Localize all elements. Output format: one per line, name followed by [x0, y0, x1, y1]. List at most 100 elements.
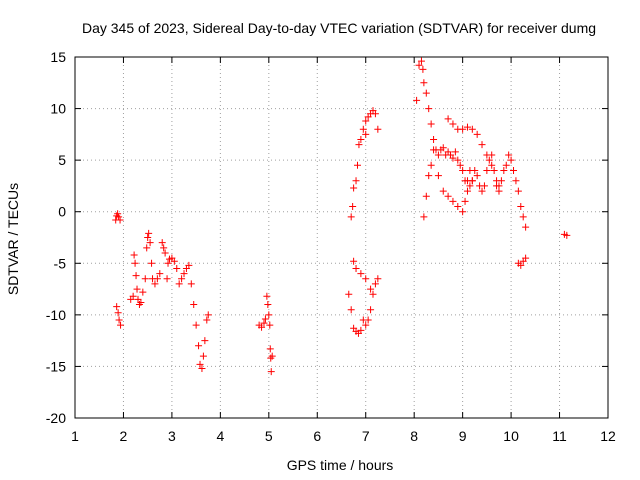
y-tick-label: -20 — [46, 410, 66, 426]
data-point — [260, 319, 268, 327]
data-point — [461, 197, 469, 205]
data-point — [178, 275, 186, 283]
x-tick-label: 3 — [168, 428, 176, 444]
data-point — [374, 275, 382, 283]
data-point — [130, 251, 138, 259]
data-point — [137, 298, 145, 306]
x-tick-label: 10 — [503, 428, 519, 444]
data-point — [160, 244, 168, 252]
data-point — [468, 125, 476, 133]
data-point — [439, 144, 447, 152]
data-point — [522, 254, 530, 262]
data-point — [519, 213, 527, 221]
data-point — [199, 352, 207, 360]
data-point — [367, 285, 375, 293]
data-point — [187, 280, 195, 288]
data-point — [459, 125, 467, 133]
data-point — [459, 166, 467, 174]
data-point — [268, 352, 276, 360]
data-point — [170, 257, 178, 265]
data-point — [114, 309, 122, 317]
data-point — [434, 151, 442, 159]
data-point — [195, 342, 203, 350]
data-point — [466, 182, 474, 190]
data-point — [115, 316, 123, 324]
x-tick-label: 11 — [552, 428, 567, 444]
data-point — [359, 125, 367, 133]
data-point — [350, 257, 358, 265]
data-point — [420, 79, 428, 87]
x-tick-label: 4 — [216, 428, 224, 444]
data-point — [500, 166, 508, 174]
data-point — [478, 141, 486, 149]
data-point — [139, 288, 147, 296]
y-tick-label: 10 — [50, 101, 66, 117]
x-tick-label: 12 — [600, 428, 616, 444]
data-point — [116, 216, 124, 224]
data-point — [185, 261, 193, 269]
data-point — [357, 136, 365, 144]
data-point — [454, 203, 462, 211]
data-point — [439, 187, 447, 195]
data-point — [347, 213, 355, 221]
data-point — [563, 231, 571, 239]
x-tick-label: 8 — [410, 428, 418, 444]
data-point — [451, 148, 459, 156]
data-point — [449, 120, 457, 128]
grid — [75, 57, 608, 418]
data-point — [264, 301, 272, 309]
data-point — [425, 105, 433, 113]
data-point — [347, 306, 355, 314]
data-point — [164, 259, 172, 267]
data-point — [180, 270, 188, 278]
data-point — [507, 156, 515, 164]
data-point — [263, 292, 271, 300]
data-point — [417, 57, 425, 65]
data-point — [192, 321, 200, 329]
data-point — [203, 316, 211, 324]
data-point — [427, 120, 435, 128]
data-point — [473, 172, 481, 180]
x-tick-label: 7 — [362, 428, 370, 444]
data-point — [364, 316, 372, 324]
y-tick-label: 15 — [50, 49, 66, 65]
data-point — [419, 65, 427, 73]
data-point — [444, 115, 452, 123]
data-points — [112, 57, 571, 376]
data-point — [175, 280, 183, 288]
data-point — [466, 166, 474, 174]
data-point — [493, 177, 501, 185]
data-point — [415, 61, 423, 69]
data-point — [505, 151, 513, 159]
data-point — [502, 161, 510, 169]
data-point — [495, 182, 503, 190]
data-point — [420, 213, 428, 221]
data-point — [517, 261, 525, 269]
data-point — [261, 315, 269, 323]
x-tick-label: 9 — [459, 428, 467, 444]
data-point — [422, 192, 430, 200]
data-point — [267, 368, 275, 376]
data-point — [196, 360, 204, 368]
y-tick-label: -5 — [54, 255, 67, 271]
data-point — [113, 303, 121, 311]
data-point — [204, 311, 212, 319]
data-point — [345, 290, 353, 298]
data-point — [146, 239, 154, 247]
data-point — [463, 187, 471, 195]
data-point — [413, 96, 421, 104]
data-point — [517, 203, 525, 211]
data-point — [454, 156, 462, 164]
chart-title: Day 345 of 2023, Sidereal Day-to-day VTE… — [82, 20, 596, 36]
data-point — [468, 177, 476, 185]
data-point — [148, 259, 156, 267]
data-point — [422, 89, 430, 97]
x-tick-label: 1 — [71, 428, 79, 444]
data-point — [459, 208, 467, 216]
data-point — [353, 161, 361, 169]
data-point — [156, 270, 164, 278]
x-tick-label: 2 — [120, 428, 128, 444]
data-point — [463, 123, 471, 131]
data-point — [488, 161, 496, 169]
